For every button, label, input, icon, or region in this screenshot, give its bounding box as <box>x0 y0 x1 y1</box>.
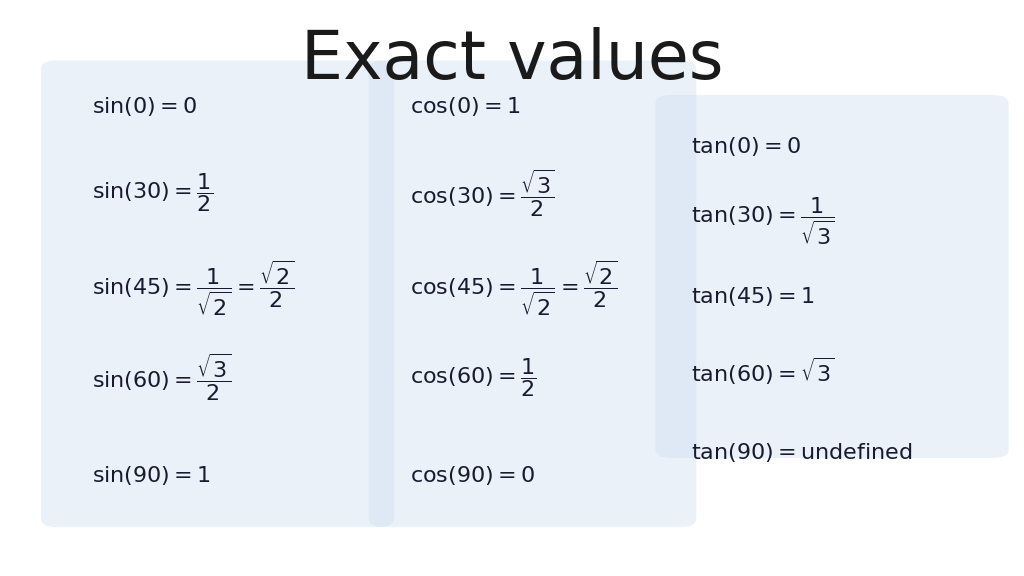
Text: $\tan(60) = \sqrt{3}$: $\tan(60) = \sqrt{3}$ <box>691 356 836 387</box>
Text: $\cos(90) = 0$: $\cos(90) = 0$ <box>410 464 535 487</box>
FancyBboxPatch shape <box>369 60 696 527</box>
Text: $\sin(30) = \dfrac{1}{2}$: $\sin(30) = \dfrac{1}{2}$ <box>92 172 213 214</box>
Text: $\cos(45) = \dfrac{1}{\sqrt{2}} = \dfrac{\sqrt{2}}{2}$: $\cos(45) = \dfrac{1}{\sqrt{2}} = \dfrac… <box>410 258 617 318</box>
Text: Exact values: Exact values <box>301 28 723 93</box>
Text: $\sin(60) = \dfrac{\sqrt{3}}{2}$: $\sin(60) = \dfrac{\sqrt{3}}{2}$ <box>92 351 231 403</box>
Text: $\tan(45) = 1$: $\tan(45) = 1$ <box>691 285 815 308</box>
FancyBboxPatch shape <box>41 60 394 527</box>
Text: $\sin(45) = \dfrac{1}{\sqrt{2}} = \dfrac{\sqrt{2}}{2}$: $\sin(45) = \dfrac{1}{\sqrt{2}} = \dfrac… <box>92 258 294 318</box>
Text: $\tan(90) = \mathrm{undefined}$: $\tan(90) = \mathrm{undefined}$ <box>691 441 912 464</box>
Text: $\tan(0) = 0$: $\tan(0) = 0$ <box>691 135 801 158</box>
Text: $\tan(30) = \dfrac{1}{\sqrt{3}}$: $\tan(30) = \dfrac{1}{\sqrt{3}}$ <box>691 196 836 248</box>
Text: $\cos(0) = 1$: $\cos(0) = 1$ <box>410 95 520 118</box>
FancyBboxPatch shape <box>655 95 1009 458</box>
Text: $\sin(0) = 0$: $\sin(0) = 0$ <box>92 95 198 118</box>
Text: $\sin(90) = 1$: $\sin(90) = 1$ <box>92 464 211 487</box>
Text: $\cos(30) = \dfrac{\sqrt{3}}{2}$: $\cos(30) = \dfrac{\sqrt{3}}{2}$ <box>410 167 555 219</box>
Text: $\cos(60) = \dfrac{1}{2}$: $\cos(60) = \dfrac{1}{2}$ <box>410 356 537 399</box>
